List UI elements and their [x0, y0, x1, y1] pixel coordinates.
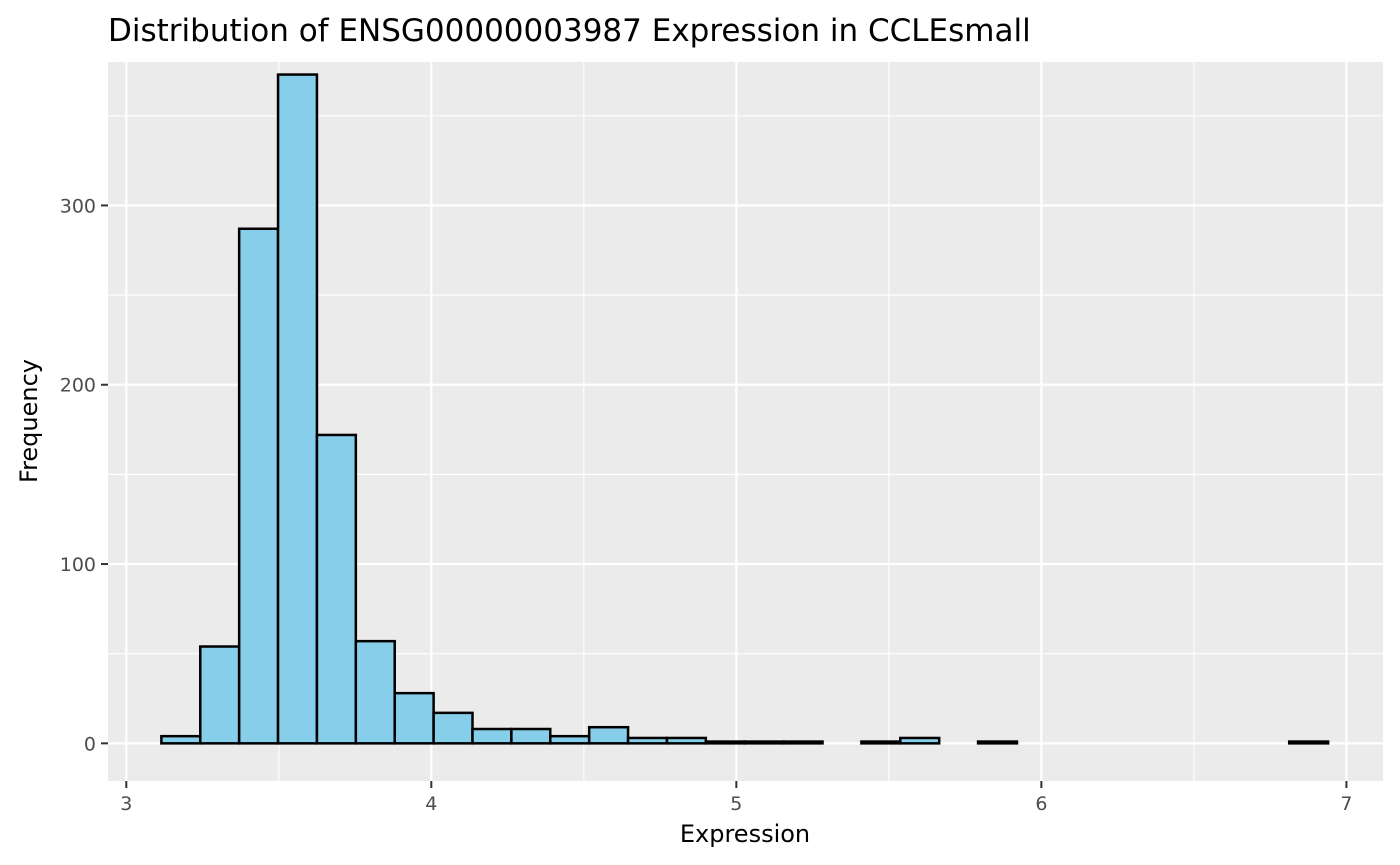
histogram-bar: [587, 725, 630, 745]
histogram-bar: [354, 639, 396, 745]
x-axis-title: Expression: [680, 820, 810, 848]
y-axis: 0 100 200 300: [60, 195, 108, 755]
x-tick-label: 5: [730, 793, 742, 815]
histogram-bar: [743, 740, 785, 745]
histogram-bar: [782, 740, 824, 745]
histogram-bar: [393, 691, 435, 745]
histogram-bar: [237, 227, 280, 745]
histogram-bar: [471, 727, 513, 745]
y-axis-title: Frequency: [15, 359, 43, 483]
histogram-bar: [704, 740, 746, 745]
y-tick-label: 100: [60, 554, 96, 576]
histogram-bar: [976, 740, 1019, 745]
histogram-bar: [199, 645, 241, 745]
histogram-bar: [899, 736, 941, 745]
y-tick-label: 200: [60, 375, 96, 397]
histogram-bar: [510, 727, 552, 745]
histogram-bar: [1287, 740, 1330, 745]
histogram-bar: [276, 73, 319, 745]
histogram-bar: [549, 734, 591, 745]
chart-title: Distribution of ENSG00000003987 Expressi…: [108, 13, 1031, 49]
histogram-bars: [160, 73, 1330, 745]
histogram-bar: [432, 711, 474, 745]
histogram-bar: [160, 734, 202, 745]
x-tick-label: 4: [425, 793, 437, 815]
histogram-bar: [860, 740, 902, 745]
histogram-bar: [626, 736, 669, 745]
histogram-bar: [665, 736, 708, 745]
x-axis: 3 4 5 6 7: [120, 781, 1352, 815]
y-tick-label: 300: [60, 195, 96, 217]
y-tick-label: 0: [84, 733, 96, 755]
x-tick-label: 6: [1035, 793, 1047, 815]
histogram-bar: [315, 433, 358, 745]
x-tick-label: 7: [1340, 793, 1352, 815]
x-tick-label: 3: [120, 793, 132, 815]
